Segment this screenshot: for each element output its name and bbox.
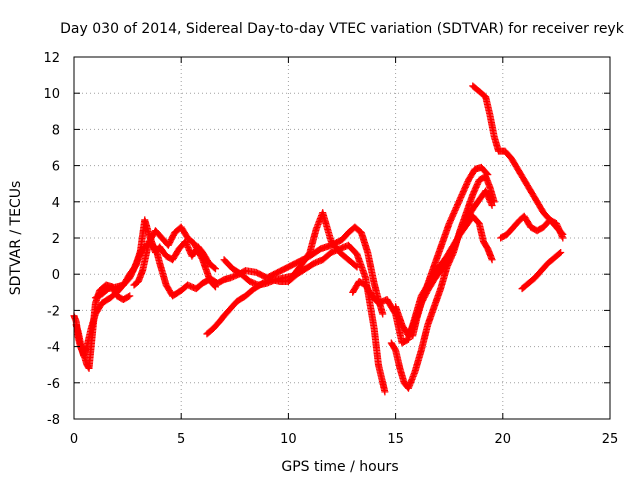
series-arc-11 xyxy=(469,82,567,238)
y-tick-label: 4 xyxy=(52,196,60,211)
y-tick-label: 0 xyxy=(52,268,60,283)
y-axis-label: SDTVAR / TECUs xyxy=(8,181,24,296)
series-arc-12 xyxy=(497,212,567,242)
data-series xyxy=(70,82,567,396)
data-point xyxy=(484,171,492,179)
x-axis-ticks: 0 5 10 15 20 25 xyxy=(70,57,618,447)
y-tick-label: -6 xyxy=(47,377,60,392)
data-point xyxy=(381,388,389,396)
series-arc-9 xyxy=(392,187,496,340)
series-arc-10 xyxy=(409,163,492,340)
y-axis-ticks: -8 -6 -4 -2 0 2 4 6 8 10 12 xyxy=(43,51,610,428)
data-point xyxy=(488,256,496,264)
x-axis-label: GPS time / hours xyxy=(281,459,398,475)
series-arc-4 xyxy=(130,223,387,318)
y-tick-label: -8 xyxy=(47,413,60,428)
chart-title: Day 030 of 2014, Sidereal Day-to-day VTE… xyxy=(60,21,625,37)
y-tick-label: 10 xyxy=(43,87,60,102)
data-point xyxy=(126,292,134,300)
y-tick-label: -2 xyxy=(47,304,60,319)
data-point xyxy=(352,262,360,270)
data-point xyxy=(488,201,496,209)
data-point xyxy=(483,170,491,178)
data-point xyxy=(556,249,564,257)
series-arc-5 xyxy=(203,241,389,396)
data-point xyxy=(212,265,220,273)
data-point xyxy=(557,248,565,256)
y-tick-label: 8 xyxy=(52,123,60,138)
data-point xyxy=(559,234,567,242)
y-tick-label: 12 xyxy=(43,51,60,66)
series-arc-13 xyxy=(518,248,565,293)
x-tick-label: 20 xyxy=(495,432,512,447)
series-arc-6 xyxy=(220,209,361,289)
data-point xyxy=(353,263,361,271)
y-tick-label: -4 xyxy=(47,341,60,356)
y-tick-label: 6 xyxy=(52,160,60,175)
x-tick-label: 0 xyxy=(70,432,78,447)
x-tick-label: 15 xyxy=(387,432,404,447)
x-tick-label: 5 xyxy=(177,432,185,447)
y-tick-label: 2 xyxy=(52,232,60,247)
data-point xyxy=(210,264,218,272)
x-tick-label: 10 xyxy=(280,432,297,447)
data-point xyxy=(379,310,387,318)
x-tick-label: 25 xyxy=(602,432,619,447)
series-arc-8 xyxy=(387,172,498,392)
data-point xyxy=(124,293,132,301)
